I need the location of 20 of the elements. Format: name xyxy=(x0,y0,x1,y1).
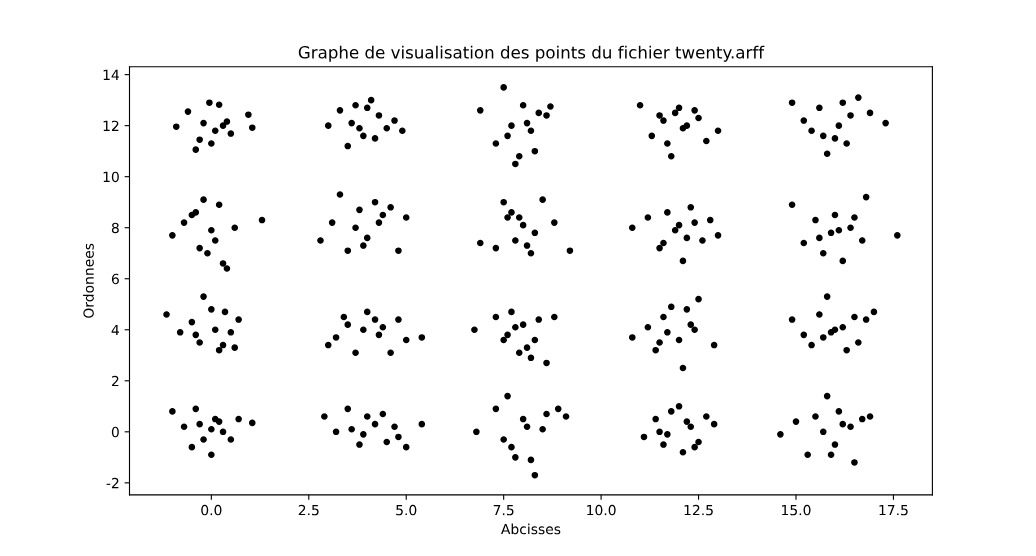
x-tick-label: 10.0 xyxy=(587,504,616,516)
x-tick-label: 5.0 xyxy=(396,504,417,516)
x-tick-label: 12.5 xyxy=(684,504,713,516)
x-tick-label: 0.0 xyxy=(201,504,222,516)
chart-title: Graphe de visualisation des points du fichier twenty.arff xyxy=(298,45,765,62)
x-axis-title: Abcisses xyxy=(501,523,561,535)
y-tick-label: 8 xyxy=(111,222,119,234)
y-tick-label: 0 xyxy=(111,426,119,438)
y-tick-label: 12 xyxy=(103,120,119,131)
y-tick-label: 4 xyxy=(111,324,119,336)
y-tick-label: 2 xyxy=(111,375,119,387)
x-tick-label: 17.5 xyxy=(879,504,908,516)
x-tick-label: 15.0 xyxy=(782,504,811,516)
y-axis-title: Ordonnees xyxy=(83,243,94,318)
x-tick-label: 2.5 xyxy=(298,504,319,516)
y-tick-label: 6 xyxy=(111,273,119,285)
y-tick-label: -2 xyxy=(106,477,119,489)
y-tick-label: 10 xyxy=(103,171,119,183)
x-tick-label: 7.5 xyxy=(493,504,514,516)
y-tick-label: 14 xyxy=(103,69,119,80)
